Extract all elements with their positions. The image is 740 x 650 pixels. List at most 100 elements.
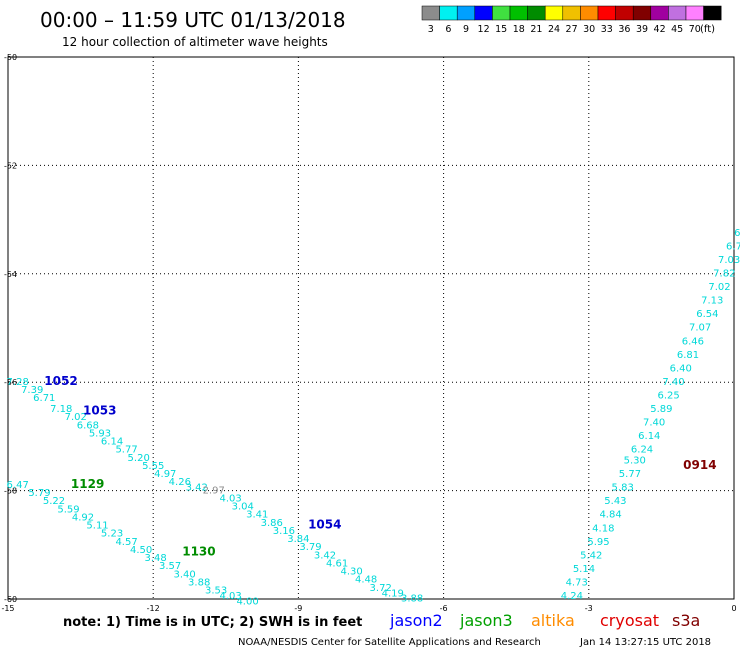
pass-label: 1129 bbox=[71, 477, 104, 491]
swh-value: 7.02 bbox=[65, 412, 87, 423]
swh-value: 5.77 bbox=[619, 469, 641, 480]
colorbar-bin bbox=[668, 5, 687, 21]
colorbar-label: 15 bbox=[495, 24, 507, 35]
swh-value: 6.81 bbox=[677, 350, 699, 361]
colorbar-label: 30 bbox=[583, 24, 595, 35]
colorbar-labels: 3 6 9 12 15 18 21 24 27 30 33 36 39 42 45 70 bbox=[428, 24, 701, 35]
swh-value: 6.25 bbox=[658, 390, 680, 401]
swh-value: 3.86 bbox=[261, 518, 283, 529]
colorbar-bin bbox=[650, 5, 669, 21]
pass-label: 1130 bbox=[182, 545, 215, 559]
swh-value: 4.73 bbox=[566, 577, 588, 588]
swh-value: 4.26 bbox=[169, 477, 191, 488]
legend-altika: altika bbox=[531, 611, 575, 630]
swh-value: 7.28 bbox=[7, 377, 29, 388]
colorbar-bin bbox=[562, 5, 581, 21]
legend-note: note: 1) Time is in UTC; 2) SWH is in fe… bbox=[63, 615, 362, 630]
swh-value: 7.02 bbox=[708, 282, 730, 293]
colorbar-bin bbox=[580, 5, 599, 21]
swh-value: 2.97 bbox=[203, 485, 225, 496]
wave-height-colorbar bbox=[421, 5, 722, 21]
swh-value: 4.48 bbox=[355, 575, 377, 586]
lon-tick-label: -6 bbox=[440, 604, 448, 613]
swh-value: 4.03 bbox=[220, 493, 242, 504]
colorbar-label: 33 bbox=[601, 24, 613, 35]
swh-value: 3.48 bbox=[144, 553, 166, 564]
swh-value: 3.40 bbox=[174, 569, 196, 580]
colorbar-label: 36 bbox=[618, 24, 630, 35]
swh-value: 6.7 bbox=[726, 241, 740, 252]
swh-value: 3.79 bbox=[299, 542, 321, 553]
lat-tick-label: -50 bbox=[4, 53, 17, 62]
colorbar-label: 42 bbox=[654, 24, 666, 35]
lon-tick-label: -12 bbox=[147, 604, 160, 613]
colorbar-bin bbox=[456, 5, 476, 21]
lon-tick-label: -9 bbox=[294, 604, 302, 613]
track-cryosat-0914: 4.24 4.73 5.14 5.42 5.95 4.18 4.84 5.43 5.83 5.77… bbox=[561, 228, 740, 602]
colorbar-bin bbox=[421, 5, 440, 21]
colorbar-label: 9 bbox=[463, 24, 469, 35]
swh-value: 6. bbox=[734, 228, 740, 239]
swh-value: 3.72 bbox=[370, 583, 392, 594]
swh-value: 5.95 bbox=[587, 537, 609, 548]
swh-value: 6.46 bbox=[682, 336, 704, 347]
swh-value: 3.04 bbox=[232, 502, 254, 513]
swh-value: 5.93 bbox=[89, 428, 111, 439]
swh-value: 3.42 bbox=[186, 483, 208, 494]
colorbar-bin bbox=[474, 5, 493, 21]
swh-value: 3.84 bbox=[287, 534, 309, 545]
swh-value: 6.54 bbox=[696, 309, 718, 320]
lat-tick-label: -60 bbox=[4, 595, 17, 604]
pass-label: 1053 bbox=[83, 404, 116, 418]
swh-value: 5.42 bbox=[580, 550, 602, 561]
swh-value: 4.03 bbox=[220, 591, 242, 602]
altimeter-tracks: 7.287.396.717.187.026.685.936.145.775.20… bbox=[7, 228, 740, 608]
legend-jason2: jason2 bbox=[389, 611, 443, 630]
swh-value: 5.14 bbox=[573, 564, 595, 575]
swh-value: 7.39 bbox=[21, 385, 43, 396]
swh-value: 5.83 bbox=[612, 483, 634, 494]
lon-tick-label: -15 bbox=[1, 604, 14, 613]
swh-value: 3.16 bbox=[273, 526, 295, 537]
swh-value: 3.41 bbox=[246, 510, 268, 521]
swh-value: 5.55 bbox=[142, 461, 164, 472]
colorbar-label: 39 bbox=[636, 24, 648, 35]
footer-timestamp: Jan 14 13:27:15 UTC 2018 bbox=[579, 637, 711, 648]
swh-value: 4.24 bbox=[561, 591, 583, 602]
colorbar-label: 45 bbox=[671, 24, 683, 35]
swh-value: 4.00 bbox=[236, 596, 258, 607]
swh-value: 3.53 bbox=[205, 586, 227, 597]
colorbar-label: 18 bbox=[513, 24, 525, 35]
lat-tick-label: -58 bbox=[4, 487, 17, 496]
swh-value: 4.57 bbox=[115, 537, 137, 548]
swh-value: 6.14 bbox=[101, 437, 123, 448]
swh-value: 7.40 bbox=[643, 418, 665, 429]
track-jason2-1052: 7.287.396.717.187.026.685.936.145.775.20… bbox=[7, 374, 208, 494]
map-frame bbox=[7, 56, 735, 600]
colorbar-bin bbox=[439, 5, 458, 21]
swh-value: 7.18 bbox=[50, 404, 72, 415]
map-subtitle: 12 hour collection of altimeter wave hei… bbox=[62, 35, 328, 49]
colorbar-label: 70 bbox=[689, 24, 701, 35]
lat-tick-label: -52 bbox=[4, 161, 17, 170]
lon-tick-label: -3 bbox=[585, 604, 593, 613]
pass-label: 1054 bbox=[308, 518, 341, 532]
legend-s3a: s3a bbox=[672, 611, 700, 630]
colorbar-bin bbox=[492, 5, 511, 21]
colorbar-bin bbox=[703, 5, 722, 21]
swh-value: 5.89 bbox=[650, 404, 672, 415]
swh-value: 5.79 bbox=[28, 488, 50, 499]
swh-value: 6.40 bbox=[670, 363, 692, 374]
swh-value: 4.30 bbox=[341, 567, 363, 578]
swh-value: 4.84 bbox=[599, 510, 621, 521]
colorbar-label: 3 bbox=[428, 24, 434, 35]
colorbar-bin bbox=[615, 5, 634, 21]
swh-value: 6.24 bbox=[631, 445, 653, 456]
colorbar-bin bbox=[527, 5, 546, 21]
colorbar-bin bbox=[509, 5, 528, 21]
pass-label: 1052 bbox=[44, 374, 77, 388]
swh-value: 3.88 bbox=[401, 594, 423, 605]
swh-value: 7.03 bbox=[718, 255, 740, 266]
swh-value: 3.88 bbox=[188, 577, 210, 588]
